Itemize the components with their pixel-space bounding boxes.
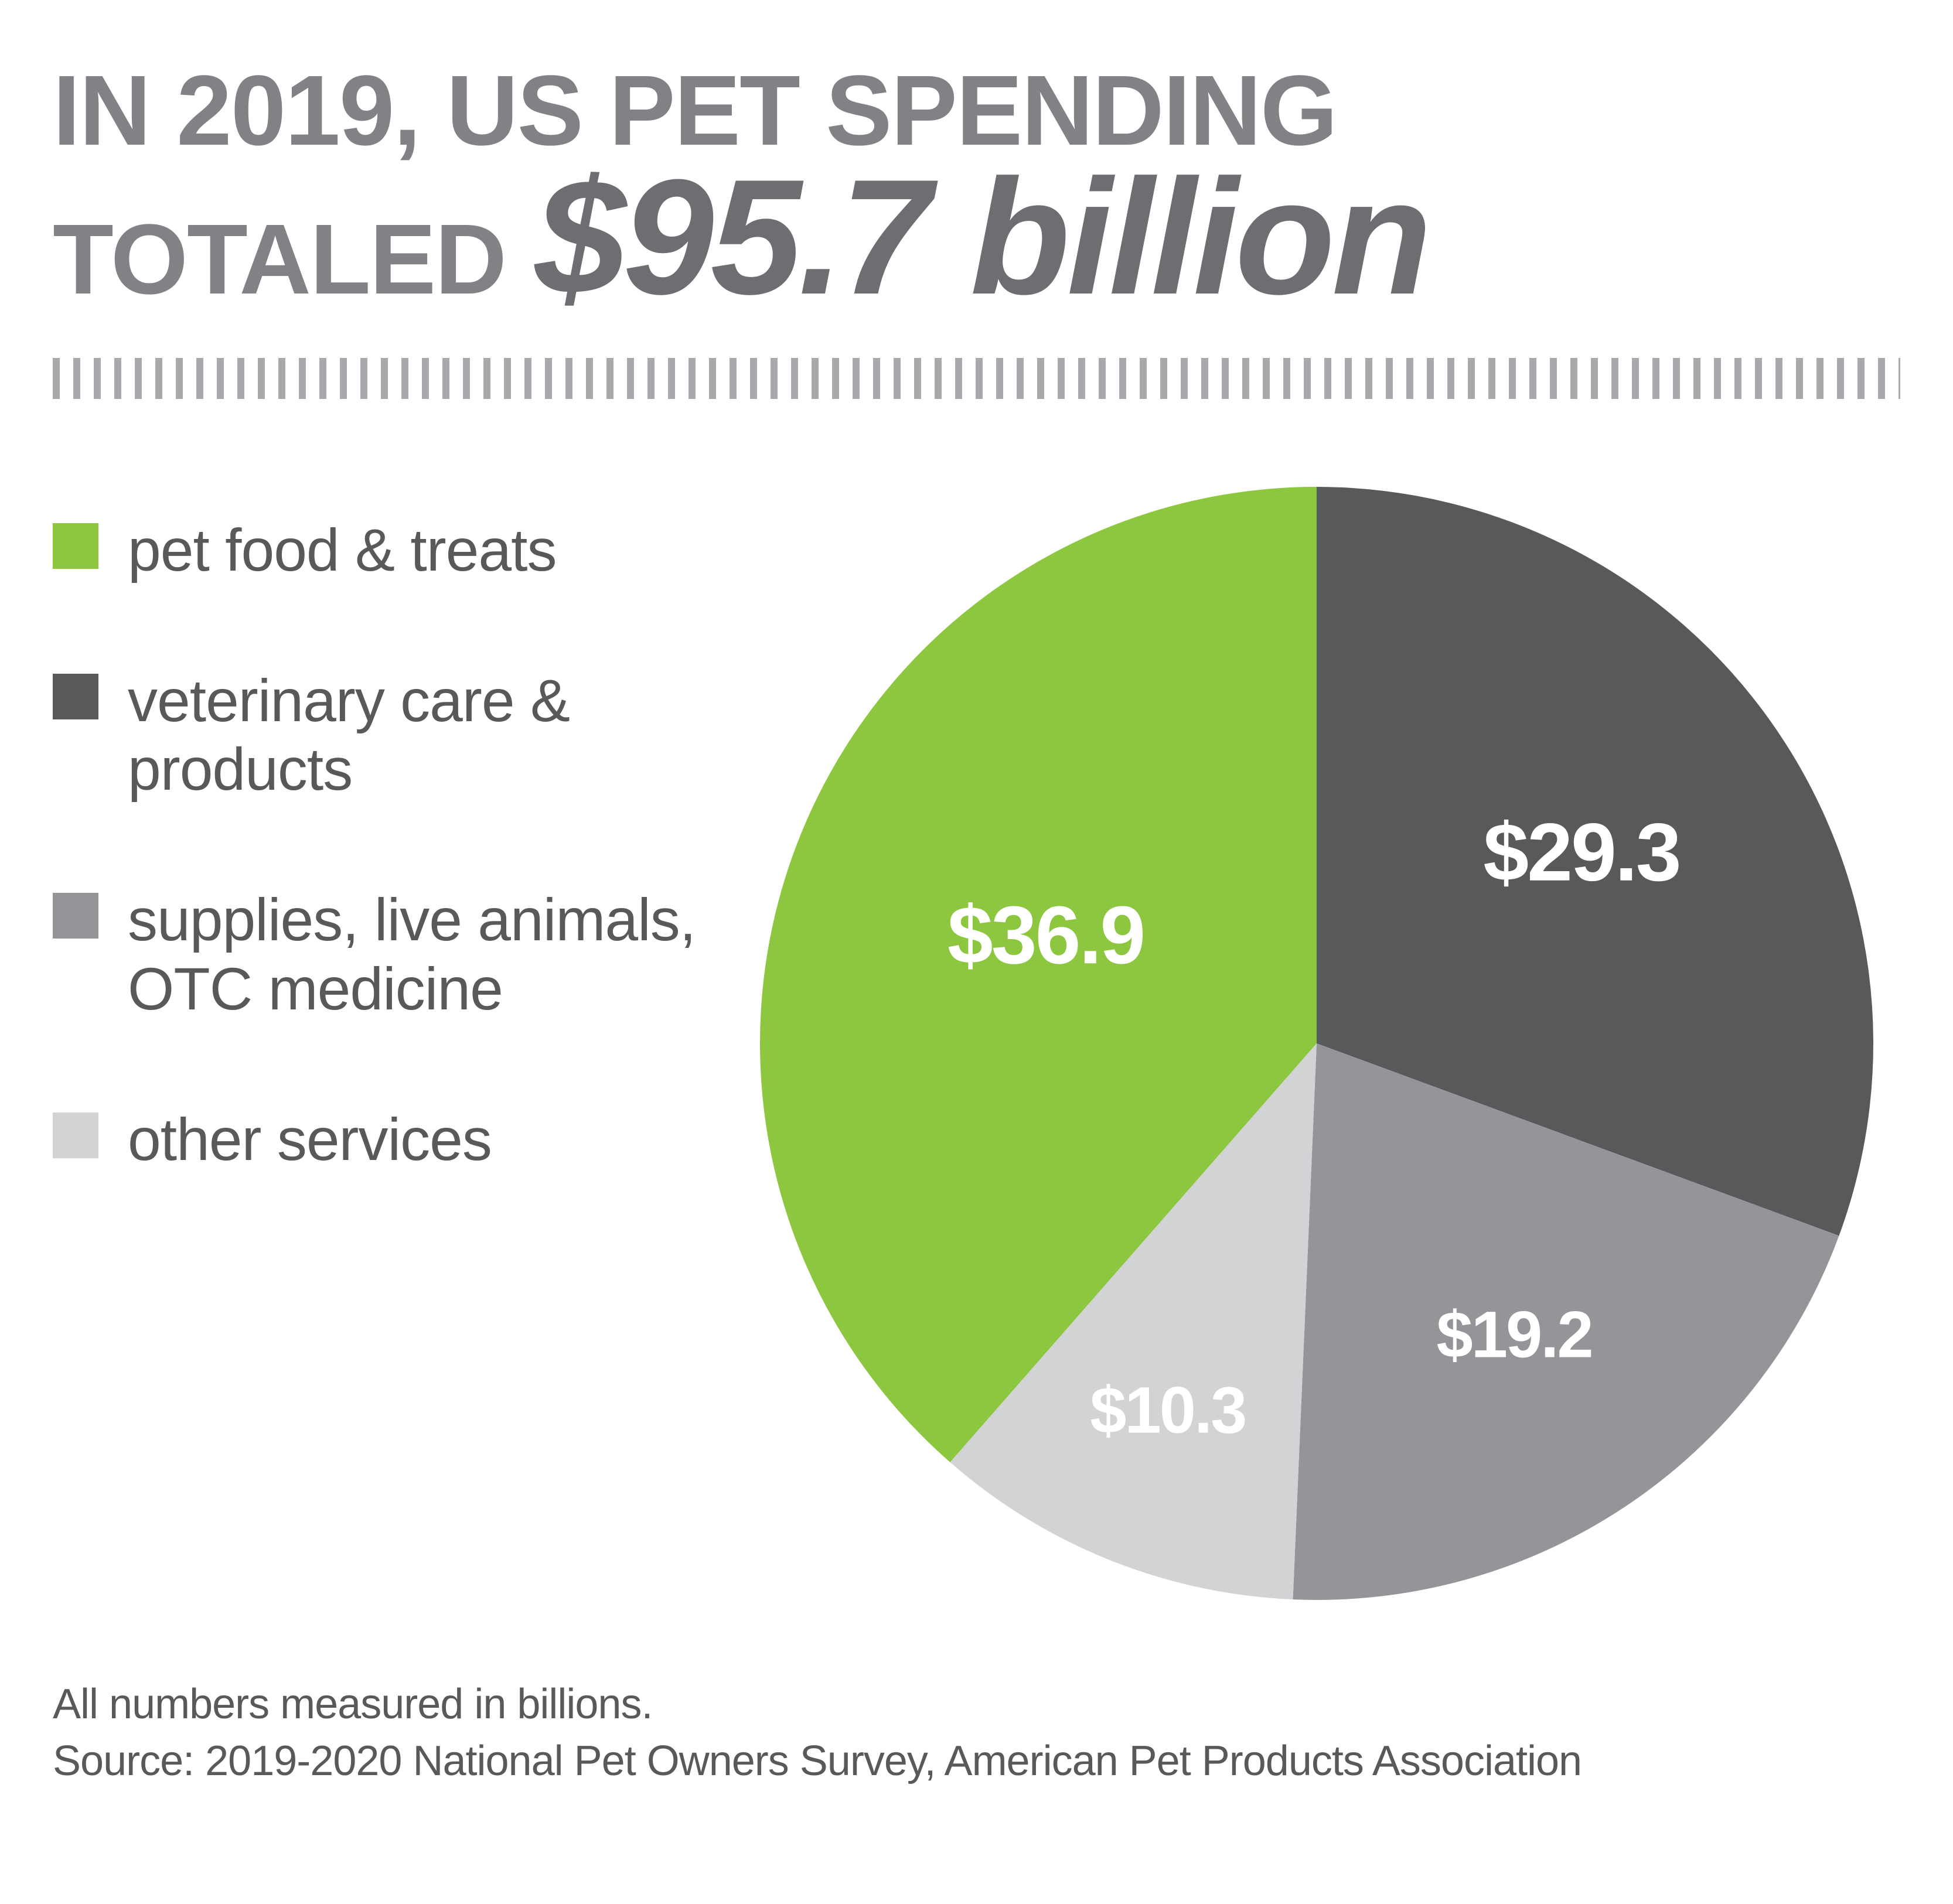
legend-swatch	[53, 893, 98, 939]
legend-swatch	[53, 523, 98, 569]
main-row: pet food & treats veterinary care & produ…	[53, 469, 1900, 1618]
footnote: All numbers measured in billions. Source…	[53, 1676, 1900, 1790]
footnote-line1: All numbers measured in billions.	[53, 1676, 1900, 1733]
headline-line2: TOTALED $95.7 billion	[53, 163, 1900, 317]
legend-item-other: other services	[53, 1105, 697, 1174]
pie-label-vet_care: $29.3	[1483, 806, 1679, 898]
legend-label: veterinary care & products	[128, 667, 697, 804]
headline-big-number: $95.7 billion	[535, 163, 1429, 311]
legend-swatch	[53, 1113, 98, 1158]
headline-block: IN 2019, US PET SPENDING TOTALED $95.7 b…	[53, 59, 1900, 317]
pie-label-supplies: $19.2	[1436, 1298, 1591, 1371]
legend-label: supplies, live animals, OTC medicine	[128, 886, 697, 1023]
legend-label: other services	[128, 1105, 492, 1174]
headline-line2-prefix: TOTALED	[53, 202, 506, 317]
pie-chart: $29.3 $19.2 $10.3 $36.9	[742, 469, 1891, 1618]
legend: pet food & treats veterinary care & produ…	[53, 469, 697, 1257]
pie-label-other: $10.3	[1090, 1373, 1245, 1446]
footnote-line2: Source: 2019-2020 National Pet Owners Su…	[53, 1733, 1900, 1790]
pie-label-pet_food: $36.9	[947, 889, 1143, 981]
pie-chart-wrap: $29.3 $19.2 $10.3 $36.9	[732, 469, 1900, 1618]
legend-swatch	[53, 674, 98, 719]
legend-item-vet_care: veterinary care & products	[53, 667, 697, 804]
legend-label: pet food & treats	[128, 516, 556, 585]
tick-ruler	[53, 358, 1900, 399]
legend-item-supplies: supplies, live animals, OTC medicine	[53, 886, 697, 1023]
legend-item-pet_food: pet food & treats	[53, 516, 697, 585]
